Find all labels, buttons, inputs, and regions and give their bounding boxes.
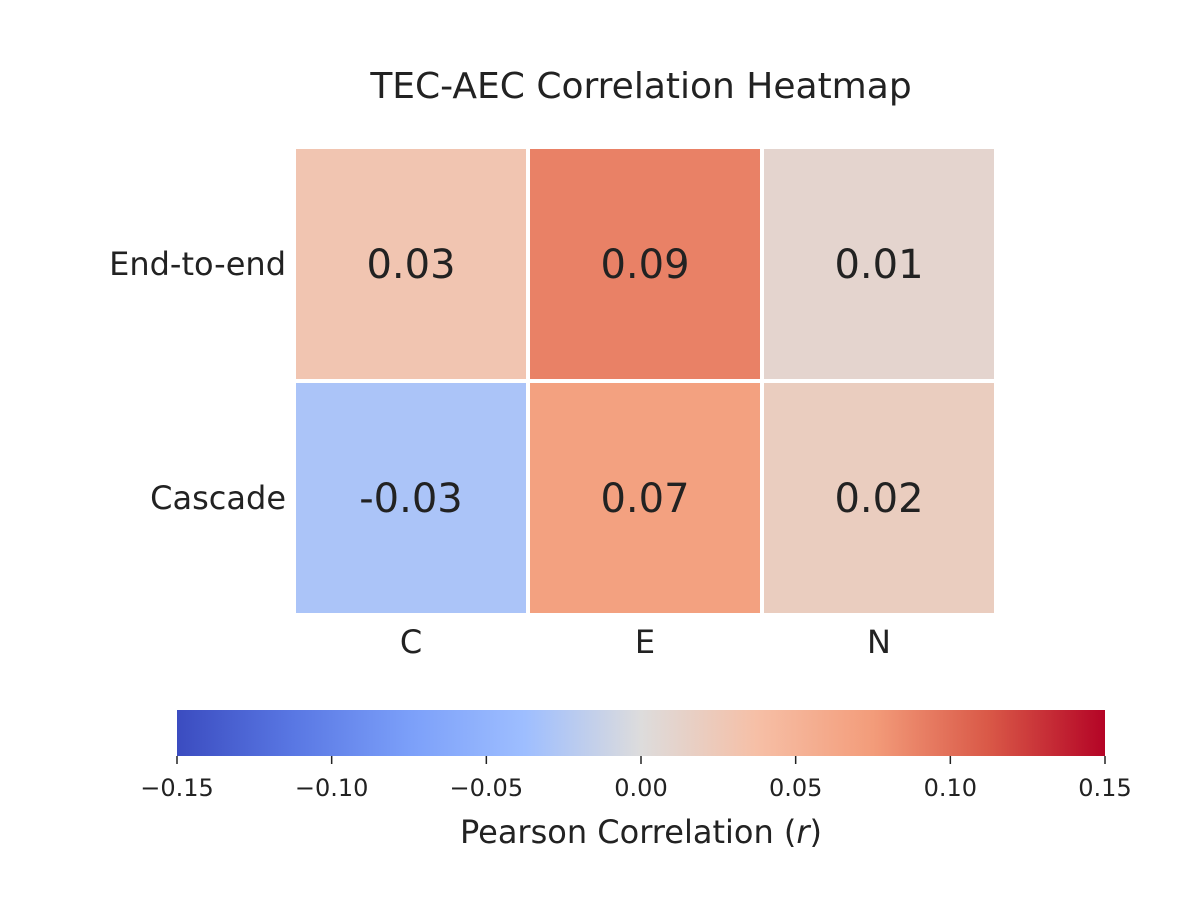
row-label: End-to-end [109, 245, 286, 283]
colorbar-ticks: −0.15 −0.10 −0.05 0.00 0.05 0.10 0.15 [140, 756, 1132, 802]
colorbar [177, 710, 1105, 756]
colorbar-tick-label: 0.00 [614, 774, 667, 802]
colorbar-label-prefix: Pearson Correlation ( [460, 813, 796, 851]
colorbar-label: Pearson Correlation (r) [460, 813, 822, 851]
colorbar-tick-label: 0.10 [924, 774, 977, 802]
heatmap-cell-cascade-c [296, 383, 526, 613]
column-label: C [400, 623, 422, 661]
colorbar-tick-label: −0.10 [295, 774, 369, 802]
heatmap-cell-cascade-n [764, 383, 994, 613]
chart-title: TEC-AEC Correlation Heatmap [369, 66, 911, 107]
heatmap-cell-end-to-end-n [764, 149, 994, 379]
cell-value-label: 0.03 [366, 242, 455, 288]
heatmap-cell-cascade-e [530, 383, 760, 613]
heatmap-cell-end-to-end-c [296, 149, 526, 379]
cell-value-label: -0.03 [359, 476, 463, 522]
colorbar-label-suffix: ) [810, 813, 822, 851]
heatmap-cells: 0.03 0.09 0.01 -0.03 0.07 0.02 [296, 149, 994, 613]
cell-value-label: 0.09 [600, 242, 689, 288]
colorbar-label-symbol: r [796, 813, 811, 851]
column-label: E [635, 623, 655, 661]
cell-value-label: 0.07 [600, 476, 689, 522]
colorbar-tick-label: 0.05 [769, 774, 822, 802]
colorbar-tick-label: −0.15 [140, 774, 214, 802]
colorbar-tick-label: 0.15 [1078, 774, 1131, 802]
column-label: N [867, 623, 891, 661]
cell-value-label: 0.01 [834, 242, 923, 288]
colorbar-tick-label: −0.05 [450, 774, 524, 802]
row-labels: End-to-end Cascade [109, 245, 286, 517]
heatmap-cell-end-to-end-e [530, 149, 760, 379]
cell-value-label: 0.02 [834, 476, 923, 522]
row-label: Cascade [150, 479, 286, 517]
